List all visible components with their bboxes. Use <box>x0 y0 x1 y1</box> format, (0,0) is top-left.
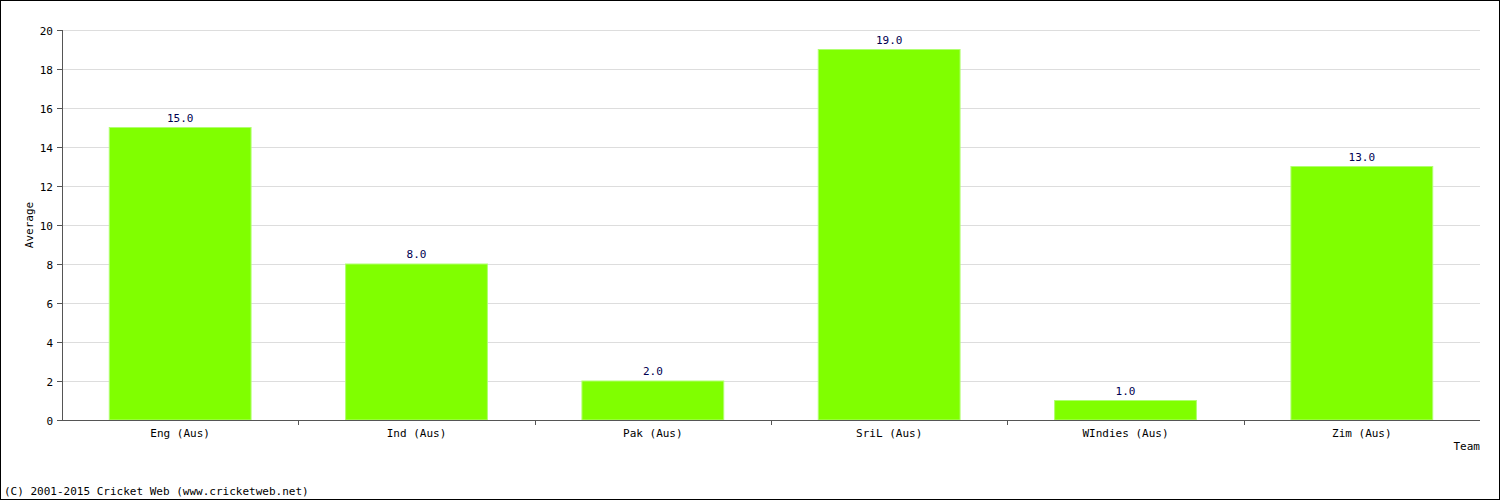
y-tick <box>57 30 62 31</box>
y-axis <box>62 30 63 420</box>
y-tick <box>57 342 62 343</box>
grid-line <box>62 420 1480 421</box>
bars <box>109 50 1432 421</box>
y-tick-label: 10 <box>40 220 53 233</box>
bar <box>109 128 251 421</box>
y-tick <box>57 420 62 421</box>
y-tick <box>57 147 62 148</box>
bar <box>346 264 488 420</box>
y-tick <box>57 69 62 70</box>
data-label: 1.0 <box>1116 385 1136 398</box>
chart-svg: 0 2 4 6 8 10 12 14 16 18 20 15.0 Eng (Aus) 8.0 Ind (Au… <box>0 0 1500 500</box>
grid-line <box>62 108 1480 109</box>
grid-line <box>62 342 1480 343</box>
y-tick-label: 2 <box>46 376 53 389</box>
chart-container: 0 2 4 6 8 10 12 14 16 18 20 15.0 Eng (Aus) 8.0 Ind (Au… <box>0 0 1500 500</box>
y-tick-label: 4 <box>46 337 53 350</box>
grid-line <box>62 225 1480 226</box>
y-tick <box>57 225 62 226</box>
data-label: 8.0 <box>407 248 427 261</box>
y-tick <box>57 108 62 109</box>
grid-line <box>62 303 1480 304</box>
border <box>1 1 1500 500</box>
y-tick <box>57 186 62 187</box>
y-tick <box>57 303 62 304</box>
bar <box>582 381 724 420</box>
y-tick-label: 12 <box>40 181 53 194</box>
y-tick-label: 14 <box>40 142 54 155</box>
y-tick-label: 8 <box>46 259 53 272</box>
x-axis <box>62 420 1480 421</box>
bar <box>1291 167 1433 421</box>
x-tick-label: Pak (Aus) <box>623 427 683 440</box>
bar <box>1055 401 1197 421</box>
x-tick-label: Zim (Aus) <box>1332 427 1392 440</box>
y-tick-label: 16 <box>40 103 53 116</box>
y-tick-label: 18 <box>40 64 53 77</box>
y-tick <box>57 264 62 265</box>
y-tick-label: 6 <box>46 298 53 311</box>
y-tick-label: 20 <box>40 25 53 38</box>
grid-line <box>62 147 1480 148</box>
bar <box>818 50 960 421</box>
x-tick-label: SriL (Aus) <box>856 427 922 440</box>
y-axis-label: Average <box>23 202 36 248</box>
grid-line <box>62 186 1480 187</box>
x-tick-label: WIndies (Aus) <box>1082 427 1168 440</box>
x-tick-label: Ind (Aus) <box>387 427 447 440</box>
data-label: 19.0 <box>876 34 903 47</box>
x-tick-label: Eng (Aus) <box>150 427 210 440</box>
grid-line <box>62 381 1480 382</box>
data-label: 2.0 <box>643 365 663 378</box>
data-label: 13.0 <box>1349 151 1376 164</box>
x-axis-label: Team <box>1454 440 1481 453</box>
y-tick-label: 0 <box>46 415 53 428</box>
grid-line <box>62 69 1480 70</box>
grid-line <box>62 30 1480 31</box>
grid-line <box>62 264 1480 265</box>
annotation: (C) 2001-2015 Cricket Web (www.cricketwe… <box>4 485 309 498</box>
data-label: 15.0 <box>167 112 194 125</box>
y-tick <box>57 381 62 382</box>
